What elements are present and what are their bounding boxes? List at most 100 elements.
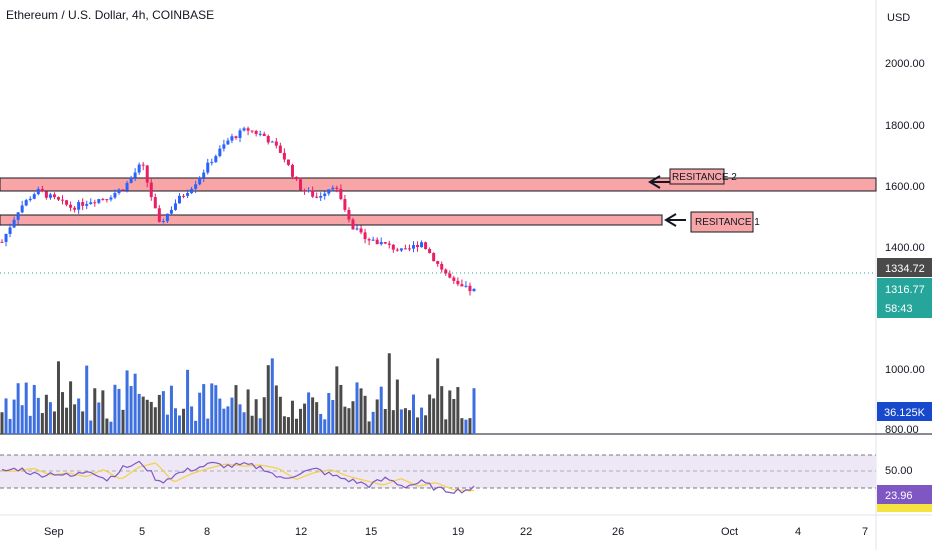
volume-bar	[36, 397, 40, 434]
volume-bar	[61, 392, 65, 434]
volume-bar	[311, 397, 315, 434]
candle-body	[286, 159, 290, 165]
candle-body	[460, 284, 464, 287]
candle-body	[335, 187, 339, 189]
price-tick-1800: 1800.00	[885, 120, 925, 132]
volume-bar	[343, 406, 347, 434]
candle-body	[242, 128, 246, 131]
volume-bar	[56, 361, 60, 434]
volume-bar	[190, 406, 194, 434]
volume-bar	[93, 388, 97, 434]
volume-bar	[218, 398, 222, 434]
candle-body	[210, 162, 214, 164]
candle-body	[278, 145, 282, 153]
candle-body	[246, 128, 250, 131]
volume-bar	[113, 384, 117, 434]
time-label-19: 19	[452, 526, 464, 538]
volume-bar	[258, 418, 262, 434]
volume-bar	[4, 398, 8, 434]
candle-body	[198, 177, 202, 185]
candle-body	[254, 130, 258, 134]
volume-bar	[452, 398, 456, 434]
price-tick-1400: 1400.00	[885, 242, 925, 254]
volume-bar	[20, 405, 24, 434]
volume-bar	[411, 394, 415, 434]
candle-body	[161, 221, 165, 223]
volume-bar	[121, 409, 125, 434]
candle-body	[472, 288, 476, 292]
candle-body	[97, 199, 101, 203]
candle-body	[436, 261, 440, 264]
chart-title: Ethereum / U.S. Dollar, 4h, COINBASE	[6, 8, 215, 22]
time-label-8: 8	[204, 526, 210, 538]
candle-body	[101, 199, 105, 201]
candle-body	[129, 177, 133, 183]
candle-body	[218, 148, 222, 157]
volume-bar	[69, 381, 73, 434]
volume-bar	[464, 419, 468, 434]
candlestick-series	[0, 126, 476, 296]
candle-body	[24, 200, 28, 206]
candle-body	[452, 277, 456, 281]
candle-body	[363, 232, 367, 240]
candle-body	[355, 228, 359, 230]
candle-body	[371, 239, 375, 241]
volume-bar	[48, 402, 52, 434]
candle-body	[32, 194, 36, 199]
candle-body	[258, 133, 262, 135]
resistance-1-zone[interactable]	[0, 214, 663, 226]
volume-bar	[472, 388, 476, 434]
volume-bar	[250, 415, 254, 434]
volume-bar	[12, 399, 16, 434]
candle-body	[391, 244, 395, 250]
candle-body	[16, 212, 20, 220]
volume-bar	[278, 396, 282, 434]
volume-bar	[379, 386, 383, 434]
candle-body	[303, 190, 307, 192]
volume-bar	[355, 382, 359, 434]
volume-bar	[391, 410, 395, 434]
volume-bar	[315, 402, 319, 434]
volume-series	[0, 353, 476, 434]
time-label-22: 22	[520, 526, 532, 538]
volume-bar	[403, 408, 407, 434]
time-label-26: 26	[612, 526, 624, 538]
candle-body	[432, 253, 436, 262]
candle-body	[0, 241, 4, 243]
candle-body	[367, 239, 371, 241]
candle-body	[299, 179, 303, 191]
candle-body	[44, 191, 48, 198]
volume-bar	[323, 419, 327, 434]
candle-body	[36, 188, 40, 195]
candle-body	[411, 245, 415, 249]
volume-bar	[202, 384, 206, 434]
candle-body	[464, 285, 468, 287]
candle-body	[323, 193, 327, 197]
volume-bar	[436, 358, 440, 434]
volume-bar	[230, 397, 234, 434]
volume-bar	[44, 394, 48, 434]
volume-bar	[307, 392, 311, 434]
price-axis-currency: USD	[887, 12, 910, 24]
candle-body	[319, 196, 323, 198]
candle-body	[403, 248, 407, 250]
volume-bar	[432, 398, 436, 434]
candle-body	[81, 202, 85, 206]
volume-bar	[375, 399, 379, 434]
volume-bar	[89, 420, 93, 434]
candle-body	[282, 152, 286, 160]
candle-body	[428, 249, 432, 254]
candle-body	[157, 208, 161, 222]
volume-bar	[363, 395, 367, 434]
volume-bar	[173, 408, 177, 434]
volume-bar	[85, 365, 89, 434]
volume-bar	[262, 397, 266, 434]
volume-bar	[270, 358, 274, 434]
rsi-ma-line	[2, 462, 475, 492]
candle-body	[359, 228, 363, 233]
candle-body	[77, 202, 81, 210]
candle-body	[165, 213, 169, 222]
price-tick-1600: 1600.00	[885, 181, 925, 193]
